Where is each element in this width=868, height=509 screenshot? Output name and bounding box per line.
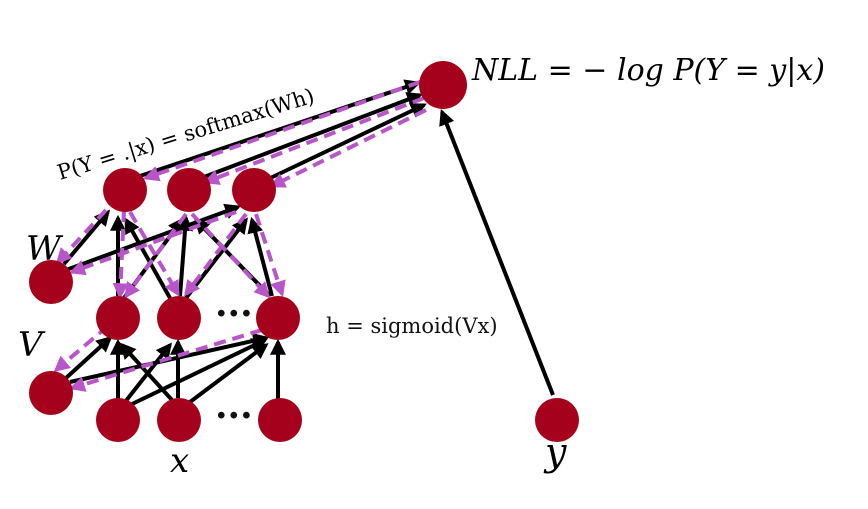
v-label: V [18, 325, 46, 365]
output-node-2 [167, 168, 211, 212]
hidden-node-2 [157, 296, 201, 340]
w-bias-node [29, 260, 73, 304]
input-node-1 [96, 398, 140, 442]
w-label: W [26, 229, 64, 269]
nll-node [419, 61, 467, 109]
nll-formula-label: NLL = − log P(Y = y|x) [471, 53, 825, 88]
input-ellipsis: ··· [215, 395, 253, 437]
hidden-formula-label: h = sigmoid(Vx) [326, 314, 498, 338]
y-node [535, 398, 579, 442]
y-label: y [543, 430, 567, 474]
forward-edges [62, 79, 555, 407]
input-node-3 [258, 398, 302, 442]
v-bias-node [29, 371, 73, 415]
input-node-2 [157, 398, 201, 442]
hidden-ellipsis: ··· [215, 293, 253, 335]
nodes [29, 61, 579, 442]
output-node-1 [103, 168, 147, 212]
output-node-3 [232, 168, 276, 212]
hidden-node-1 [96, 296, 140, 340]
backward-edges [53, 80, 427, 392]
x-label: x [170, 441, 189, 481]
hidden-node-3 [256, 296, 300, 340]
